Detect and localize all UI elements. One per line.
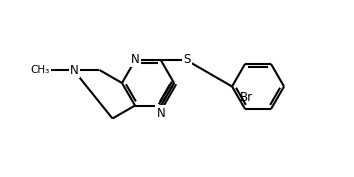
Text: CH₃: CH₃	[30, 65, 50, 75]
Text: Br: Br	[239, 91, 253, 104]
Text: N: N	[131, 53, 139, 66]
Text: N: N	[70, 64, 79, 76]
Text: S: S	[183, 53, 191, 66]
Text: N: N	[156, 107, 165, 119]
